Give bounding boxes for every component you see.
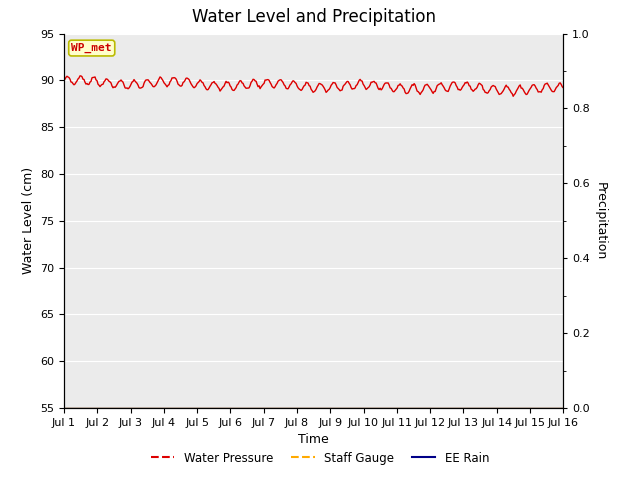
Line: Water Pressure: Water Pressure <box>64 76 563 96</box>
Water Pressure <box>332 80 339 86</box>
Text: WP_met: WP_met <box>72 43 112 53</box>
Water Pressure <box>559 85 567 91</box>
Water Pressure <box>76 73 84 79</box>
Y-axis label: Precipitation: Precipitation <box>594 181 607 260</box>
Water Pressure <box>509 94 517 99</box>
Title: Water Level and Precipitation: Water Level and Precipitation <box>191 9 436 26</box>
Water Pressure <box>301 82 309 88</box>
Water Pressure <box>60 77 68 83</box>
Water Pressure <box>298 86 306 92</box>
Legend: Water Pressure, Staff Gauge, EE Rain: Water Pressure, Staff Gauge, EE Rain <box>146 447 494 469</box>
Water Pressure <box>470 87 478 93</box>
Water Pressure <box>549 89 557 95</box>
Y-axis label: Water Level (cm): Water Level (cm) <box>22 167 35 275</box>
Water Pressure <box>358 78 366 84</box>
X-axis label: Time: Time <box>298 433 329 446</box>
